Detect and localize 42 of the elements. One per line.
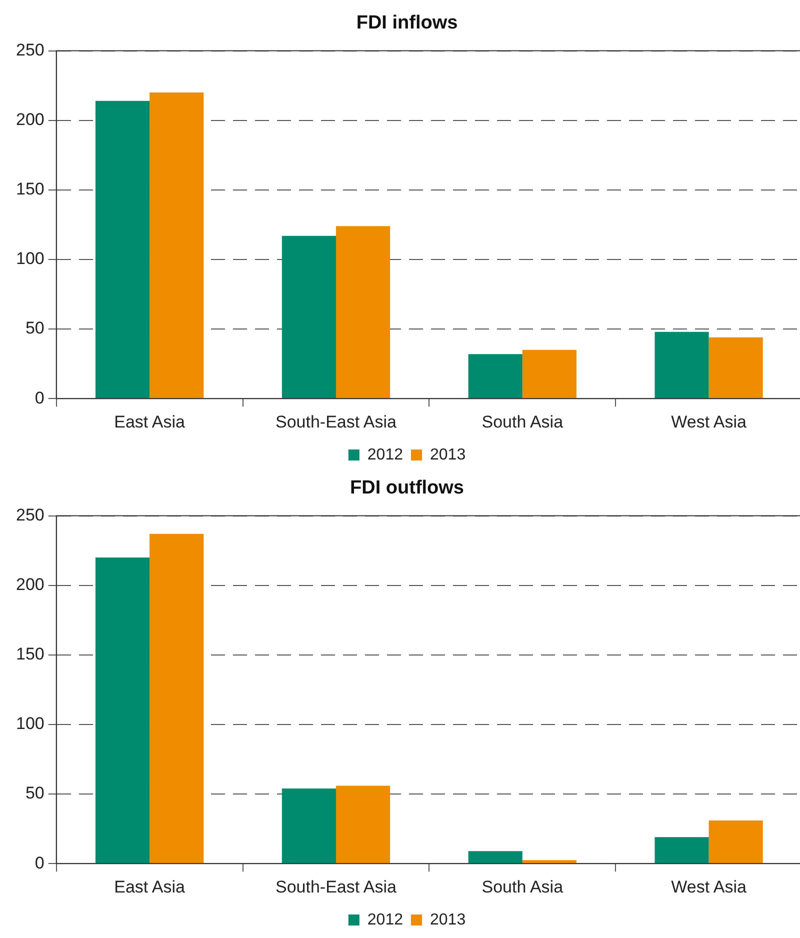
legend-label: 2013 [430,446,466,464]
y-tick-label: 200 [16,110,44,130]
chart-title: FDI outflows [350,478,464,499]
y-tick-label: 50 [25,784,44,803]
bar [522,350,576,398]
bar [336,786,390,864]
bar [468,354,522,398]
x-tick-label: South-East Asia [275,877,397,896]
x-tick-label: West Asia [671,412,747,432]
x-tick-label: South Asia [482,877,564,896]
y-tick-label: 100 [16,714,44,734]
bar [282,788,336,864]
y-tick-label: 0 [34,388,44,408]
y-tick-label: 100 [16,249,44,268]
legend-label: 2013 [430,911,466,928]
y-tick-label: 200 [16,575,44,594]
x-tick-label: East Asia [114,877,186,896]
bar [708,820,763,864]
bar [282,236,336,398]
y-tick-label: 250 [16,40,44,60]
x-tick-label: West Asia [671,877,747,896]
legend-label: 2012 [367,911,404,928]
bar [654,837,709,864]
y-tick-label: 150 [16,180,44,199]
legend-label: 2012 [367,446,404,464]
x-tick-label: South Asia [482,412,564,432]
x-tick-label: South-East Asia [275,412,397,432]
bar [708,337,763,398]
y-tick-label: 50 [25,318,44,338]
y-tick-label: 250 [16,505,44,524]
bar [654,332,709,398]
bar [150,92,204,398]
x-tick-label: East Asia [114,412,186,432]
bar [96,558,150,864]
bar [468,851,522,864]
bar [336,226,390,398]
bar [522,860,576,864]
chart-title: FDI inflows [356,12,458,34]
bar [150,534,204,864]
y-tick-label: 0 [34,853,44,872]
y-tick-label: 150 [16,644,44,664]
bar [96,100,150,398]
